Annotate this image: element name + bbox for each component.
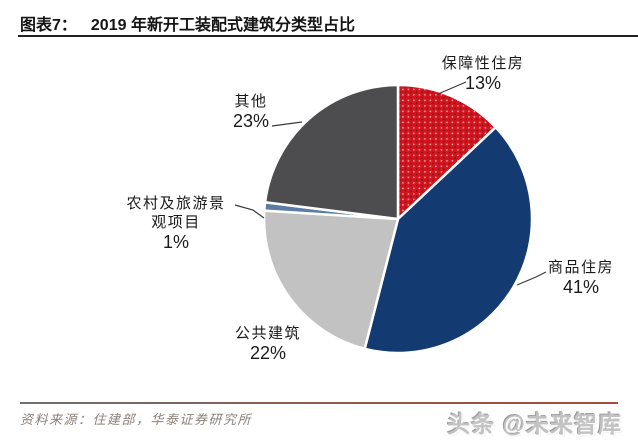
pie-slice-保障性住房	[396, 83, 497, 221]
callout-label: 商品住房	[547, 259, 615, 276]
leader-line-其他	[271, 121, 303, 127]
figure-header: 图表7： 2019 年新开工装配式建筑分类型占比	[20, 11, 355, 35]
callout-percent: 13%	[464, 73, 502, 93]
callout-label: 保障性住房	[441, 55, 525, 72]
pie-slice-公共建筑	[262, 209, 400, 351]
callout-percent: 22%	[249, 343, 287, 363]
callout-label: 农村及旅游景	[126, 195, 226, 212]
source-rule	[20, 402, 618, 404]
callout-label: 其他	[234, 93, 268, 110]
leader-line-保障性住房	[437, 81, 467, 95]
callout-label: 公共建筑	[234, 325, 302, 342]
watermark: 头条 @未来智库	[447, 411, 622, 437]
source-text: 资料来源：住建部，华泰证券研究所	[20, 412, 253, 427]
pie-slices	[262, 83, 534, 355]
pie-callout-其他: 其他 23%	[233, 92, 269, 131]
pie-slice-商品住房	[363, 126, 534, 355]
figure-label: 图表7：	[20, 17, 77, 34]
callout-leader-lines	[234, 81, 547, 286]
pie-callout-农村及旅游景观项目: 农村及旅游景 观项目 1%	[126, 194, 225, 252]
pie-callout-商品住房: 商品住房 41%	[548, 258, 614, 297]
leader-line-农村及旅游景观项目	[234, 204, 265, 219]
callout-percent: 1%	[162, 232, 190, 252]
callout-label: 观项目	[151, 214, 201, 231]
figure-title: 2019 年新开工装配式建筑分类型占比	[90, 17, 355, 34]
callout-percent: 23%	[232, 111, 270, 131]
callout-percent: 41%	[562, 277, 600, 297]
pie-slice-其他	[263, 83, 400, 221]
title-rule	[18, 35, 638, 37]
pie-callout-公共建筑: 公共建筑 22%	[235, 324, 301, 363]
leader-line-商品住房	[516, 271, 547, 286]
pie-callout-保障性住房: 保障性住房 13%	[442, 54, 525, 93]
